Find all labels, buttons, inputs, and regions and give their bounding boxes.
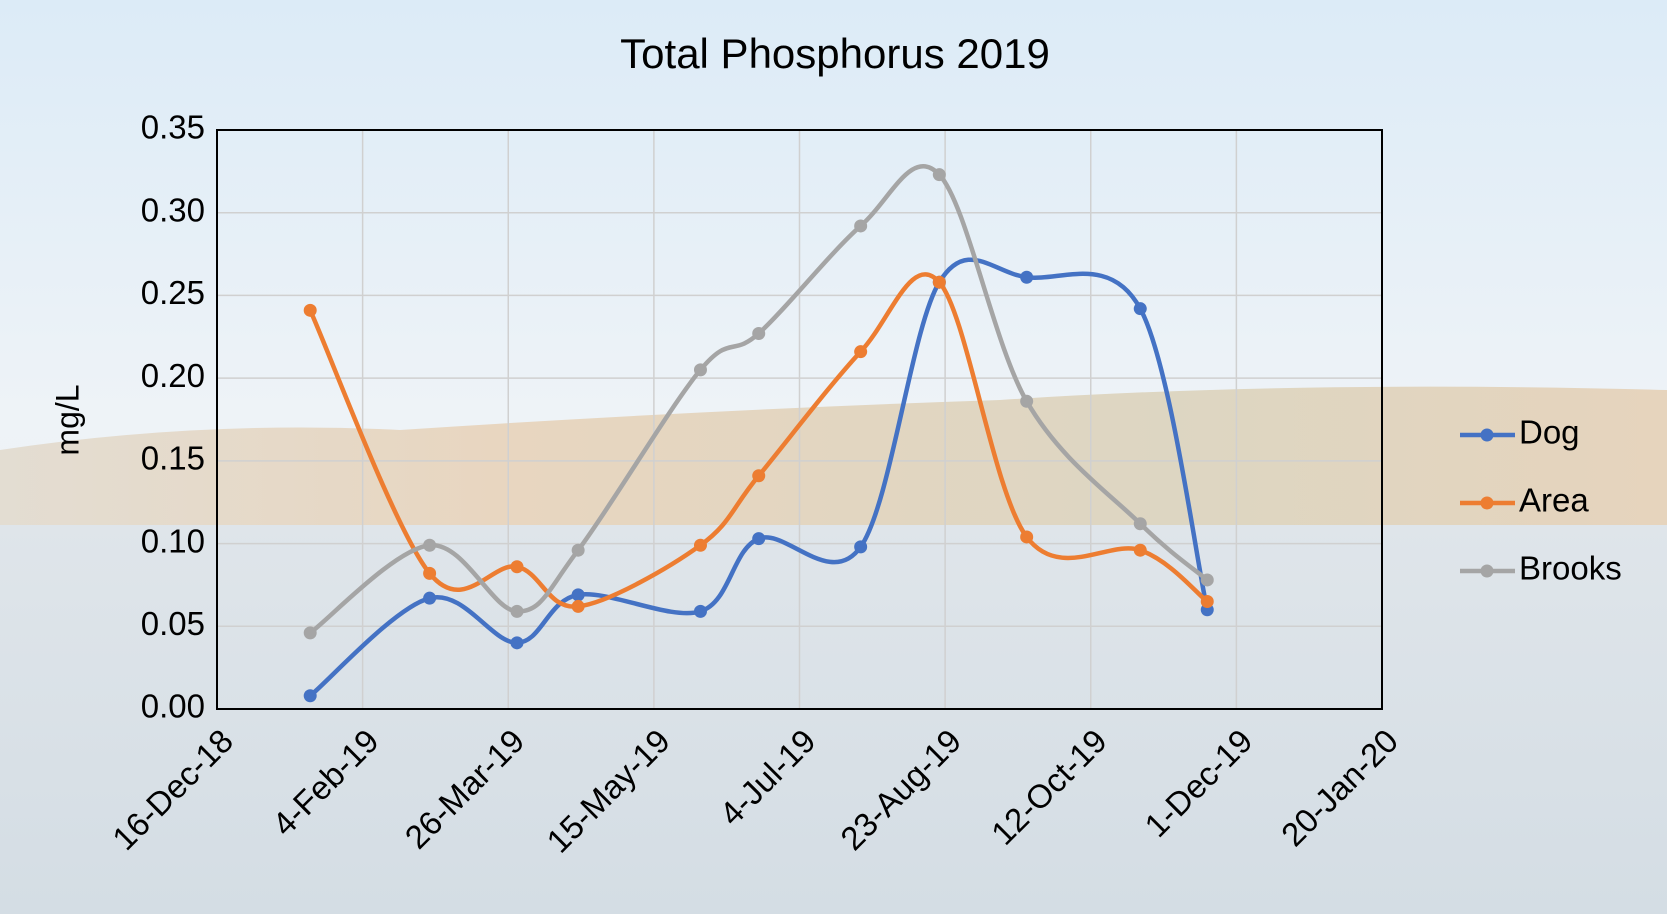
data-point — [510, 605, 523, 618]
data-point — [572, 588, 585, 601]
legend-label: Brooks — [1519, 550, 1622, 587]
data-point — [423, 539, 436, 552]
y-tick-label: 0.30 — [141, 191, 205, 228]
data-point — [304, 304, 317, 317]
data-point — [1134, 544, 1147, 557]
legend-label: Area — [1519, 482, 1589, 519]
data-point — [1020, 271, 1033, 284]
data-point — [423, 592, 436, 605]
data-point — [304, 689, 317, 702]
data-point — [510, 636, 523, 649]
y-tick-label: 0.35 — [141, 109, 205, 146]
data-point — [1020, 530, 1033, 543]
chart: Total Phosphorus 2019 mg/L 0.00 0.05 0.10 0… — [0, 0, 1667, 914]
data-point — [1134, 517, 1147, 530]
data-point — [572, 600, 585, 613]
data-point — [1134, 302, 1147, 315]
data-point — [694, 605, 707, 618]
data-point — [752, 469, 765, 482]
y-axis-label: mg/L — [49, 384, 85, 455]
data-point — [933, 168, 946, 181]
legend-marker — [1481, 497, 1494, 510]
data-point — [423, 567, 436, 580]
data-point — [1201, 595, 1214, 608]
data-point — [304, 626, 317, 639]
data-point — [694, 539, 707, 552]
data-point — [933, 276, 946, 289]
data-point — [752, 327, 765, 340]
background-water — [0, 525, 1667, 914]
y-tick-label: 0.10 — [141, 522, 205, 559]
data-point — [1020, 395, 1033, 408]
y-tick-label: 0.00 — [141, 688, 205, 725]
data-point — [572, 544, 585, 557]
y-tick-label: 0.15 — [141, 440, 205, 477]
data-point — [1201, 573, 1214, 586]
chart-title: Total Phosphorus 2019 — [620, 30, 1050, 77]
legend-marker — [1481, 565, 1494, 578]
data-point — [854, 345, 867, 358]
data-point — [854, 540, 867, 553]
y-tick-label: 0.25 — [141, 274, 205, 311]
data-point — [752, 532, 765, 545]
data-point — [854, 219, 867, 232]
legend-marker — [1481, 429, 1494, 442]
data-point — [694, 363, 707, 376]
data-point — [510, 560, 523, 573]
y-tick-label: 0.05 — [141, 605, 205, 642]
y-tick-label: 0.20 — [141, 357, 205, 394]
legend-label: Dog — [1519, 414, 1580, 451]
